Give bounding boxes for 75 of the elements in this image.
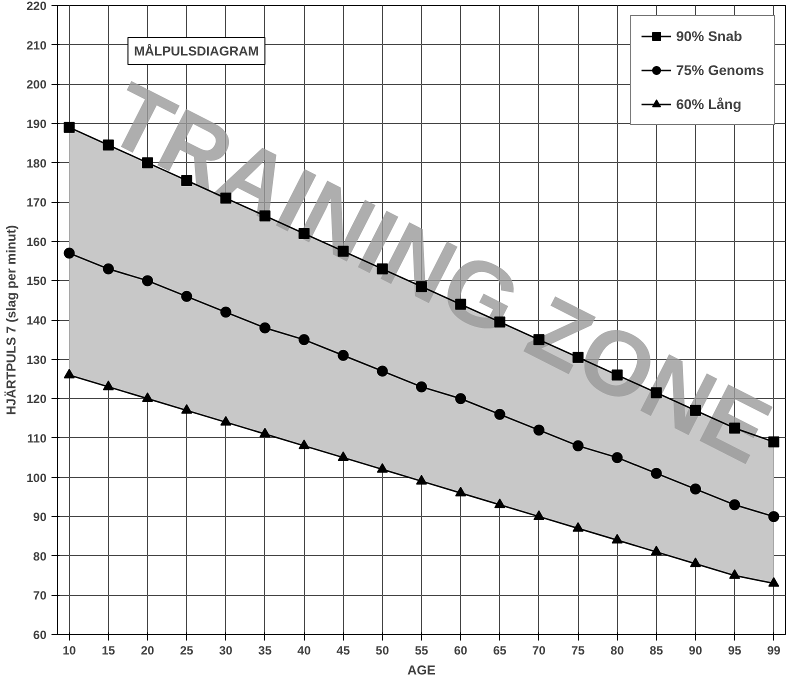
y-tick-label: 170 [26,196,47,210]
point [455,393,466,404]
x-tick-label: 35 [258,644,272,658]
x-tick-label: 45 [336,644,350,658]
y-tick-label: 220 [26,0,47,13]
point [259,428,270,438]
point [102,263,114,274]
y-tick-label: 60 [33,628,47,642]
y-tick-label: 200 [26,78,47,92]
y-tick-label: 190 [26,116,47,131]
point [338,451,349,461]
x-axis-title: AGE [407,662,436,678]
x-tick-label: 55 [414,644,428,658]
point [338,350,349,361]
point [533,510,544,520]
point [455,486,466,496]
point [416,381,427,392]
point [690,557,701,568]
x-tick-label: 65 [493,644,507,658]
y-tick-label: 120 [26,392,47,406]
x-tick-label: 80 [610,644,624,658]
x-tick-label: 30 [219,644,233,658]
y-tick-label: 160 [26,234,47,249]
x-tick-label: 70 [532,644,546,658]
point [64,248,75,259]
y-tick-label: 210 [26,38,47,52]
point [64,368,75,378]
y-tick-label: 110 [27,431,47,446]
point [494,498,506,508]
point [220,416,232,426]
x-tick-label: 85 [650,644,664,658]
point [181,404,192,414]
point [416,474,427,485]
point [612,534,623,544]
legend-label: 60% Lång [676,96,742,112]
point [64,122,75,133]
point [298,440,310,450]
point [102,380,114,390]
point [650,468,662,479]
y-axis-title: HJÄRTPULS 7 (slag per minut) [3,225,18,415]
point [376,366,388,377]
point [494,408,506,420]
y-tick-label: 100 [26,470,47,485]
x-tick-label: 10 [62,644,76,658]
point [572,522,584,532]
x-tick-label: 40 [297,644,312,658]
point [298,334,310,346]
point [729,569,740,579]
x-tick-label: 90 [688,644,702,658]
text: MÅLPULSDIAGRAM [134,43,259,58]
y-tick-label: 180 [26,156,47,170]
legend-label: 75% Genoms [676,62,764,78]
point [768,511,780,522]
x-tick-label: 15 [102,644,116,658]
x-tick-label: 95 [728,644,742,658]
point [768,577,780,587]
y-tick-label: 80 [33,549,47,564]
y-tick-label: 130 [26,352,47,367]
x-tick-label: 25 [180,644,194,658]
y-tick-label: 140 [26,314,47,328]
point [142,392,154,402]
y-tick-label: 90 [33,510,47,524]
x-tick-label: 20 [140,644,155,658]
x-tick-label: 99 [767,644,781,658]
point [729,499,740,510]
x-tick-label: 50 [376,644,390,658]
point [690,484,701,495]
x-tick-label: 60 [454,644,468,658]
point [650,546,662,556]
y-tick-label: 150 [26,274,47,288]
x-tick-label: 75 [571,644,586,658]
point [102,140,114,151]
legend-label: 90% Snab [676,28,742,44]
point [376,463,388,473]
y-tick-label: 70 [33,588,47,603]
